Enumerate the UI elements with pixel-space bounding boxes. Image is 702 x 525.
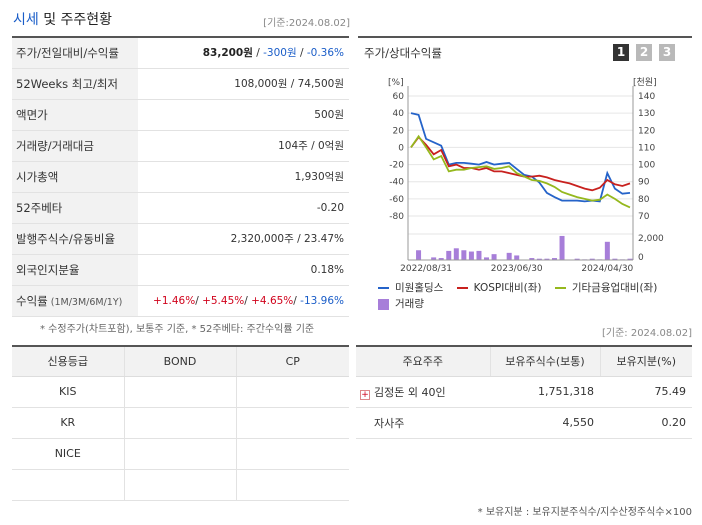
left-tick-label: -80	[389, 212, 404, 222]
left-tick-label: 0	[398, 143, 404, 153]
expand-icon[interactable]: +	[360, 389, 370, 400]
legend-swatch	[554, 287, 566, 289]
quote-row-volume: 거래량/거래대금 104주 / 0억원	[12, 131, 349, 162]
legend-swatch	[378, 287, 389, 289]
table-row: KR	[12, 407, 349, 439]
legend-item: 거래량	[378, 296, 424, 312]
left-tick-label: 40	[393, 109, 405, 119]
quote-row-52w: 52Weeks 최고/최저 108,000원 / 74,500원	[12, 69, 349, 100]
right-tick-label: 100	[638, 161, 655, 171]
series-line	[410, 135, 631, 192]
volume-bar	[453, 248, 459, 260]
right-tick-label: 80	[638, 195, 650, 205]
table-row: + 김정돈 외 40인 1,751,318 75.49	[356, 376, 692, 408]
volume-bar	[491, 254, 497, 260]
sh-header-pct: 보유지분(%)	[600, 346, 692, 377]
chart-panel: 주가/상대수익률 1 2 3 60 40 20 0 -20 -40 -60 -80 140 130…	[358, 36, 692, 312]
table-row	[12, 469, 349, 501]
right-tick-label: 110	[638, 143, 655, 153]
volume-bar	[627, 258, 633, 260]
volume-bar	[574, 258, 580, 260]
table-row: 자사주 4,550 0.20	[356, 407, 692, 439]
volume-bar	[604, 241, 610, 260]
chart-title: 주가/상대수익률	[364, 46, 442, 60]
quote-row-beta: 52주베타 -0.20	[12, 193, 349, 224]
right-tick-label: 70	[638, 212, 650, 222]
left-tick-label: 60	[393, 92, 405, 102]
price-chart: 60 40 20 0 -20 -40 -60 -80 140 130 120 110 100 90 80 70…	[388, 77, 664, 274]
volume-bar	[514, 255, 520, 260]
chart-legend: 미원홀딩스 KOSPI대비(좌) 기타금융업대비(좌) 거래량	[378, 278, 698, 315]
legend-swatch	[456, 287, 468, 289]
volume-bar	[589, 258, 595, 260]
chart-page-2-button[interactable]: 2	[636, 44, 652, 61]
volume-bar	[506, 252, 512, 260]
right-tick-label: 130	[638, 109, 655, 119]
left-tick-label: -40	[389, 178, 404, 188]
table-row: KIS	[12, 376, 349, 408]
left-tick-label: -60	[389, 195, 404, 205]
volume-bar	[476, 250, 482, 260]
volume-bar	[416, 250, 422, 260]
series-line	[410, 134, 631, 209]
legend-item: 기타금융업대비(좌)	[554, 280, 657, 296]
right-unit-label: [천원]	[633, 77, 657, 88]
table-row: NICE	[12, 438, 349, 470]
x-tick-label: 2024/04/30	[581, 264, 633, 274]
section-title: 시세 및 주주현황	[13, 12, 113, 28]
quote-row-price: 주가/전일대비/수익률 83,200원 / -300원 / -0.36%	[12, 38, 349, 69]
x-tick-label: 2023/06/30	[491, 264, 543, 274]
quote-row-par: 액면가 500원	[12, 100, 349, 131]
legend-swatch	[378, 298, 389, 310]
volume-bar	[468, 251, 474, 260]
volume-bar	[551, 258, 557, 260]
volume-bar	[544, 258, 550, 260]
credit-rating-table: 신용등급 BOND CP KIS KR NICE	[12, 345, 349, 501]
left-tick-label: -20	[389, 161, 404, 171]
legend-item: KOSPI대비(좌)	[456, 280, 542, 296]
right-tick-label: 90	[638, 178, 650, 188]
shareholder-table: 주요주주 보유주식수(보통) 보유지분(%) + 김정돈 외 40인 1,751,…	[356, 345, 692, 439]
quote-row-mcap: 시가총액 1,930억원	[12, 162, 349, 193]
legend-item: 미원홀딩스	[378, 280, 443, 296]
shareholder-footnote: * 보유지분 : 보유지분주식수/지수산정주식수×100	[477, 507, 692, 518]
x-tick-label: 2022/08/31	[400, 264, 452, 274]
chart-page-3-button[interactable]: 3	[659, 44, 675, 61]
quote-footnote: * 수정주가(차트포함), 보통주 기준, * 52주베타: 주간수익률 기준	[40, 324, 315, 335]
sh-header-shares: 보유주식수(보통)	[490, 346, 601, 377]
right-tick-label: 140	[638, 92, 655, 102]
quote-row-return: 수익률 (1M/3M/6M/1Y) +1.46%/ +5.45%/ +4.65%…	[12, 286, 349, 317]
volume-bar	[529, 258, 535, 260]
reference-date: [기준:2024.08.02]	[263, 18, 350, 29]
right-tick-label: 120	[638, 126, 655, 136]
volume-bar	[484, 257, 490, 260]
left-tick-label: 20	[393, 126, 405, 136]
credit-header-cp: CP	[236, 346, 349, 377]
credit-header-agency: 신용등급	[12, 346, 125, 377]
reference-date-2: [기준: 2024.08.02]	[601, 328, 692, 339]
chart-page-1-button[interactable]: 1	[613, 44, 629, 61]
left-unit-label: [%]	[388, 78, 404, 88]
vol-zero-label: 0	[638, 253, 644, 263]
volume-bar	[446, 250, 452, 260]
volume-bar	[438, 258, 444, 260]
quote-row-foreign: 외국인지분율 0.18%	[12, 255, 349, 286]
volume-bar	[431, 257, 437, 260]
quote-table: 주가/전일대비/수익률 83,200원 / -300원 / -0.36% 52W…	[12, 36, 349, 317]
volume-bar	[536, 258, 542, 260]
sh-header-name: 주요주주	[356, 346, 491, 377]
section-header: 시세 및 주주현황 [기준:2024.08.02]	[0, 0, 702, 36]
volume-bar	[559, 235, 565, 260]
volume-bar	[612, 258, 618, 260]
credit-header-bond: BOND	[124, 346, 237, 377]
volume-bar	[461, 250, 467, 260]
price-value: 83,200원	[202, 47, 253, 59]
quote-row-shares: 발행주식수/유동비율 2,320,000주 / 23.47%	[12, 224, 349, 255]
change-rate-value: -0.36%	[306, 47, 344, 59]
change-value: -300원	[263, 47, 297, 59]
vol-tick-label: 2,000	[638, 234, 664, 244]
